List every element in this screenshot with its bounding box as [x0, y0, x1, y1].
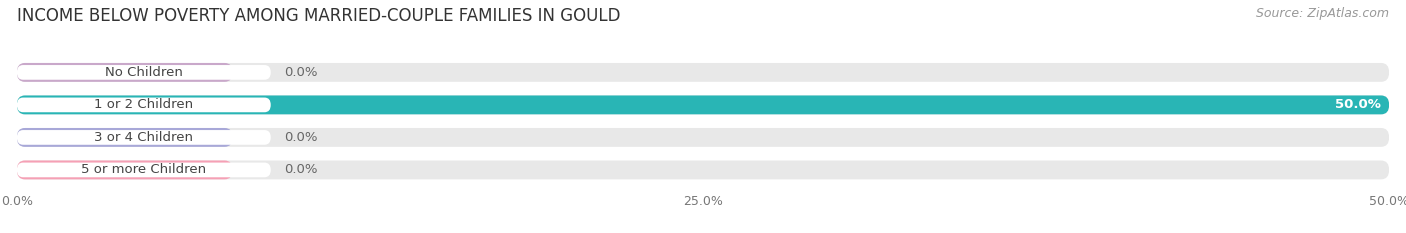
FancyBboxPatch shape: [17, 128, 232, 147]
Text: INCOME BELOW POVERTY AMONG MARRIED-COUPLE FAMILIES IN GOULD: INCOME BELOW POVERTY AMONG MARRIED-COUPL…: [17, 7, 620, 25]
FancyBboxPatch shape: [17, 63, 1389, 82]
Text: 0.0%: 0.0%: [284, 66, 318, 79]
Text: 5 or more Children: 5 or more Children: [82, 163, 207, 176]
FancyBboxPatch shape: [17, 130, 271, 145]
FancyBboxPatch shape: [17, 96, 1389, 114]
FancyBboxPatch shape: [17, 163, 271, 177]
FancyBboxPatch shape: [17, 161, 1389, 179]
FancyBboxPatch shape: [17, 63, 232, 82]
Text: 1 or 2 Children: 1 or 2 Children: [94, 98, 194, 111]
FancyBboxPatch shape: [17, 65, 271, 80]
FancyBboxPatch shape: [17, 128, 1389, 147]
Text: No Children: No Children: [105, 66, 183, 79]
Text: Source: ZipAtlas.com: Source: ZipAtlas.com: [1256, 7, 1389, 20]
FancyBboxPatch shape: [17, 96, 1389, 114]
FancyBboxPatch shape: [17, 98, 271, 112]
Text: 3 or 4 Children: 3 or 4 Children: [94, 131, 193, 144]
Text: 0.0%: 0.0%: [284, 163, 318, 176]
Text: 50.0%: 50.0%: [1336, 98, 1381, 111]
Text: 0.0%: 0.0%: [284, 131, 318, 144]
FancyBboxPatch shape: [17, 161, 232, 179]
